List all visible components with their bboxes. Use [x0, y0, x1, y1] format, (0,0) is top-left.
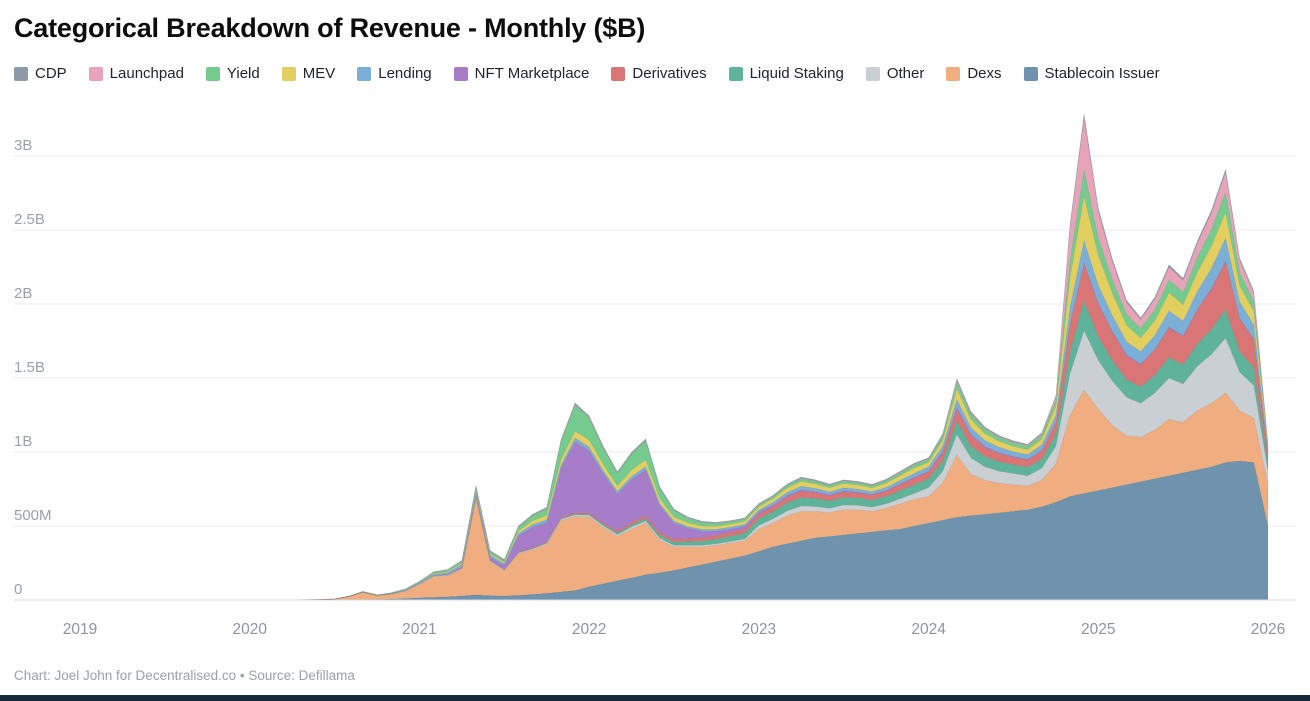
legend-swatch-nft-marketplace	[453, 67, 468, 81]
legend-item-stablecoin-issuer: Stablecoin Issuer	[1023, 64, 1160, 84]
y-tick-label-1b: 1B	[14, 433, 32, 450]
legend-item-liquid-staking: Liquid Staking	[728, 64, 844, 84]
legend-item-cdp: CDP	[14, 64, 67, 84]
legend-label: Stablecoin Issuer	[1044, 65, 1160, 82]
legend-swatch-lending	[357, 67, 372, 81]
legend-swatch-derivatives	[611, 67, 626, 81]
area-cdp	[80, 113, 1269, 601]
legend-label: Liquid Staking	[749, 65, 844, 82]
legend-label: Yield	[226, 65, 260, 82]
x-tick-label-2021: 2021	[402, 621, 436, 638]
legend-swatch-mev	[281, 67, 296, 81]
legend-swatch-yield	[205, 67, 220, 81]
chart-footer: Chart: Joel John for Decentralised.co • …	[14, 668, 355, 683]
y-tick-label-2.5b: 2.5B	[14, 211, 45, 228]
legend-swatch-cdp	[14, 67, 28, 81]
x-tick-label-2022: 2022	[572, 621, 606, 638]
x-tick-label-2024: 2024	[911, 621, 946, 638]
bottom-accent-bar	[0, 695, 1310, 701]
legend-item-yield: Yield	[205, 64, 260, 84]
legend: CDP Launchpad Yield MEV Lending NFT Marketpla…	[14, 64, 1296, 84]
legend-item-nft-marketplace: NFT Marketplace	[453, 64, 590, 84]
y-tick-label-2b: 2B	[14, 285, 32, 302]
legend-swatch-stablecoin-issuer	[1023, 67, 1038, 81]
stacked-areas	[80, 113, 1269, 601]
legend-swatch-liquid-staking	[728, 67, 743, 81]
x-tick-label-2019: 2019	[63, 621, 97, 638]
legend-item-dexs: Dexs	[946, 64, 1002, 84]
legend-item-other: Other	[865, 64, 925, 84]
legend-label: Lending	[378, 65, 432, 82]
legend-label: Dexs	[967, 65, 1002, 82]
legend-item-lending: Lending	[357, 64, 432, 84]
chart-title: Categorical Breakdown of Revenue - Month…	[14, 13, 646, 43]
legend-item-launchpad: Launchpad	[88, 64, 184, 84]
x-tick-label-2025: 2025	[1081, 621, 1115, 638]
legend-label: Other	[886, 65, 925, 82]
legend-label: Derivatives	[632, 65, 707, 82]
legend-label: Launchpad	[109, 65, 184, 82]
x-axis-labels: 2019 2020 2021 2022 2023 2024 2025 2026	[63, 621, 1285, 638]
legend-item-mev: MEV	[281, 64, 336, 84]
legend-swatch-launchpad	[88, 67, 103, 81]
y-axis-labels: 0 500M 1B 1.5B 2B 2.5B 3B	[14, 137, 52, 598]
legend-item-derivatives: Derivatives	[611, 64, 707, 84]
x-tick-label-2026: 2026	[1251, 621, 1285, 638]
y-tick-label-500m: 500M	[14, 507, 52, 524]
x-tick-label-2023: 2023	[742, 621, 776, 638]
y-tick-label-1.5b: 1.5B	[14, 359, 45, 376]
legend-label: NFT Marketplace	[474, 65, 590, 82]
legend-swatch-other	[865, 67, 880, 81]
y-tick-label-0: 0	[14, 581, 22, 598]
legend-label: CDP	[35, 65, 67, 82]
legend-swatch-dexs	[946, 67, 961, 81]
legend-label: MEV	[302, 65, 336, 82]
x-tick-label-2020: 2020	[232, 621, 267, 638]
y-tick-label-3b: 3B	[14, 137, 32, 154]
